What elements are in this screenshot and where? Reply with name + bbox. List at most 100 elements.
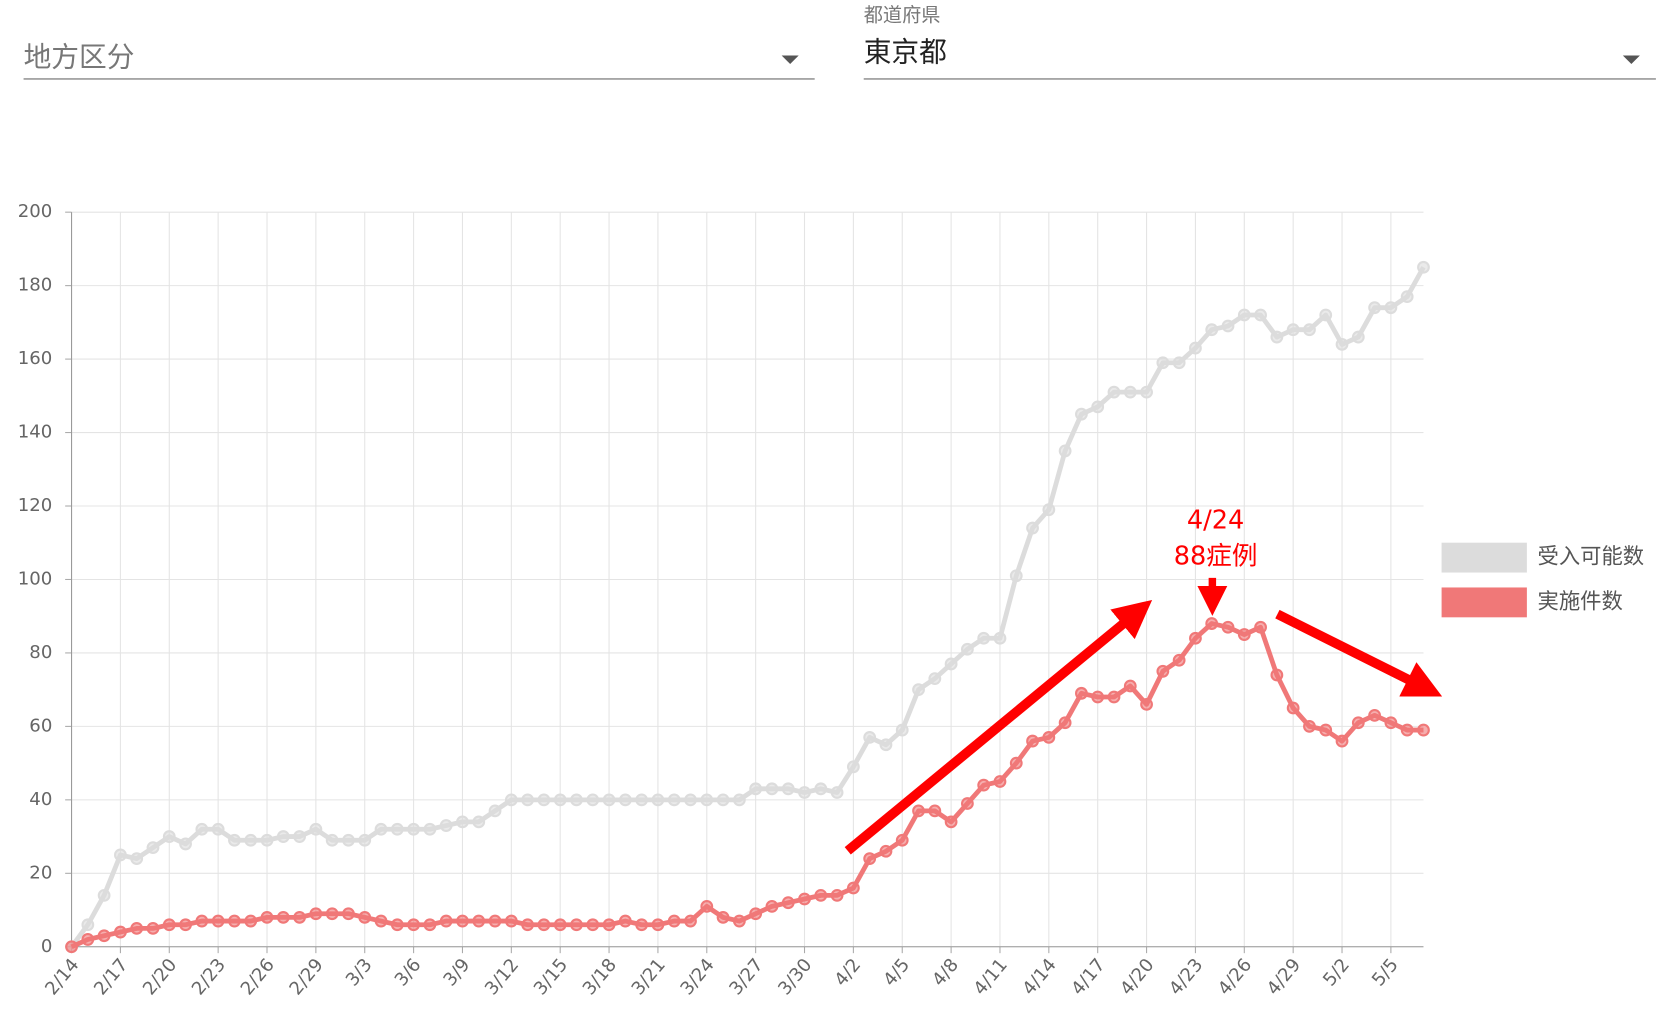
data-point	[146, 841, 160, 854]
data-point	[895, 723, 909, 737]
data-point	[146, 922, 160, 935]
x-tick-label: 2/23	[188, 955, 230, 1000]
data-point	[390, 822, 404, 836]
data-point	[407, 918, 420, 932]
x-tick-label: 5/5	[1368, 955, 1403, 991]
x-tick-label: 3/24	[676, 955, 718, 1000]
x-tick-label: 2/29	[286, 955, 328, 1000]
data-point	[618, 793, 632, 807]
region-select[interactable]: 地方区分	[23, 41, 815, 80]
data-point	[912, 804, 925, 818]
data-point	[1058, 444, 1072, 458]
data-point	[1368, 708, 1381, 722]
legend-label: 実施件数	[1538, 589, 1623, 614]
x-tick-label: 4/5	[879, 955, 914, 991]
data-point	[423, 918, 437, 932]
y-tick-label: 140	[18, 422, 53, 443]
trend-arrow-up	[844, 599, 1153, 855]
data-point	[488, 914, 502, 928]
data-point	[1058, 716, 1072, 730]
data-point	[1172, 356, 1186, 370]
data-point	[879, 738, 893, 752]
data-point	[228, 914, 241, 928]
data-point	[1400, 723, 1414, 737]
prefecture-select[interactable]: 都道府県 東京都	[864, 3, 1656, 80]
data-point	[814, 782, 828, 796]
data-point	[553, 793, 567, 807]
series-line	[69, 266, 1426, 949]
data-point	[1221, 620, 1235, 634]
data-point	[863, 852, 877, 866]
region-caret	[781, 55, 799, 64]
data-point	[1140, 697, 1153, 711]
data-point	[1172, 653, 1186, 667]
data-point	[781, 896, 795, 910]
data-point	[1319, 308, 1333, 322]
data-point	[130, 852, 144, 866]
data-point	[667, 914, 681, 928]
prefecture-label: 都道府県	[864, 3, 941, 26]
data-point	[684, 793, 697, 807]
x-tick-label: 3/3	[342, 955, 377, 991]
data-point	[1303, 323, 1316, 337]
y-tick-label: 200	[18, 201, 53, 222]
legend-label: 受入可能数	[1538, 545, 1645, 570]
prefecture-value: 東京都	[864, 35, 947, 68]
data-point	[439, 914, 453, 928]
data-point	[651, 793, 665, 807]
data-point	[602, 918, 616, 932]
data-point	[863, 731, 877, 744]
data-point	[1384, 716, 1398, 730]
data-point	[586, 793, 600, 807]
data-point	[570, 793, 583, 807]
x-tick-label: 3/30	[774, 955, 816, 1000]
data-point	[570, 918, 583, 932]
data-point	[1091, 690, 1105, 704]
data-point	[1091, 400, 1105, 414]
region-placeholder: 地方区分	[24, 41, 135, 74]
x-tick-label: 2/17	[90, 955, 132, 1000]
data-point	[1156, 664, 1170, 678]
legend-swatch	[1441, 587, 1527, 618]
data-point	[1335, 338, 1349, 351]
data-point	[97, 888, 111, 902]
data-point	[1254, 308, 1267, 322]
data-point	[504, 793, 518, 807]
x-tick-label: 4/14	[1019, 955, 1061, 1000]
data-point	[228, 833, 241, 847]
data-point	[1156, 356, 1170, 370]
data-point	[211, 914, 225, 928]
data-point	[114, 925, 127, 939]
data-point	[472, 914, 486, 928]
y-tick-label: 20	[29, 862, 52, 883]
data-point	[928, 672, 942, 686]
data-point	[114, 848, 127, 862]
data-point	[895, 833, 909, 847]
data-point	[1319, 723, 1333, 737]
data-point	[667, 793, 681, 807]
y-tick-label: 160	[18, 348, 53, 369]
data-point	[1368, 301, 1381, 315]
data-point	[439, 819, 453, 832]
data-point	[781, 782, 795, 796]
data-point	[732, 793, 746, 807]
data-point	[97, 929, 111, 943]
data-point	[1026, 734, 1039, 748]
data-point	[211, 822, 225, 836]
data-point	[1286, 323, 1300, 337]
data-point	[1026, 521, 1039, 535]
x-tick-label: 4/23	[1165, 955, 1207, 1000]
x-tick-label: 3/6	[391, 955, 426, 991]
data-point	[1009, 569, 1023, 583]
data-point	[456, 914, 469, 928]
data-point	[358, 833, 372, 847]
data-point	[602, 793, 616, 807]
x-tick-label: 4/20	[1116, 955, 1158, 1000]
data-point	[1107, 385, 1121, 399]
data-point	[309, 907, 323, 921]
x-tick-label: 2/20	[139, 955, 181, 1000]
data-point	[1384, 301, 1398, 315]
data-point	[390, 918, 404, 932]
data-point	[635, 918, 649, 932]
